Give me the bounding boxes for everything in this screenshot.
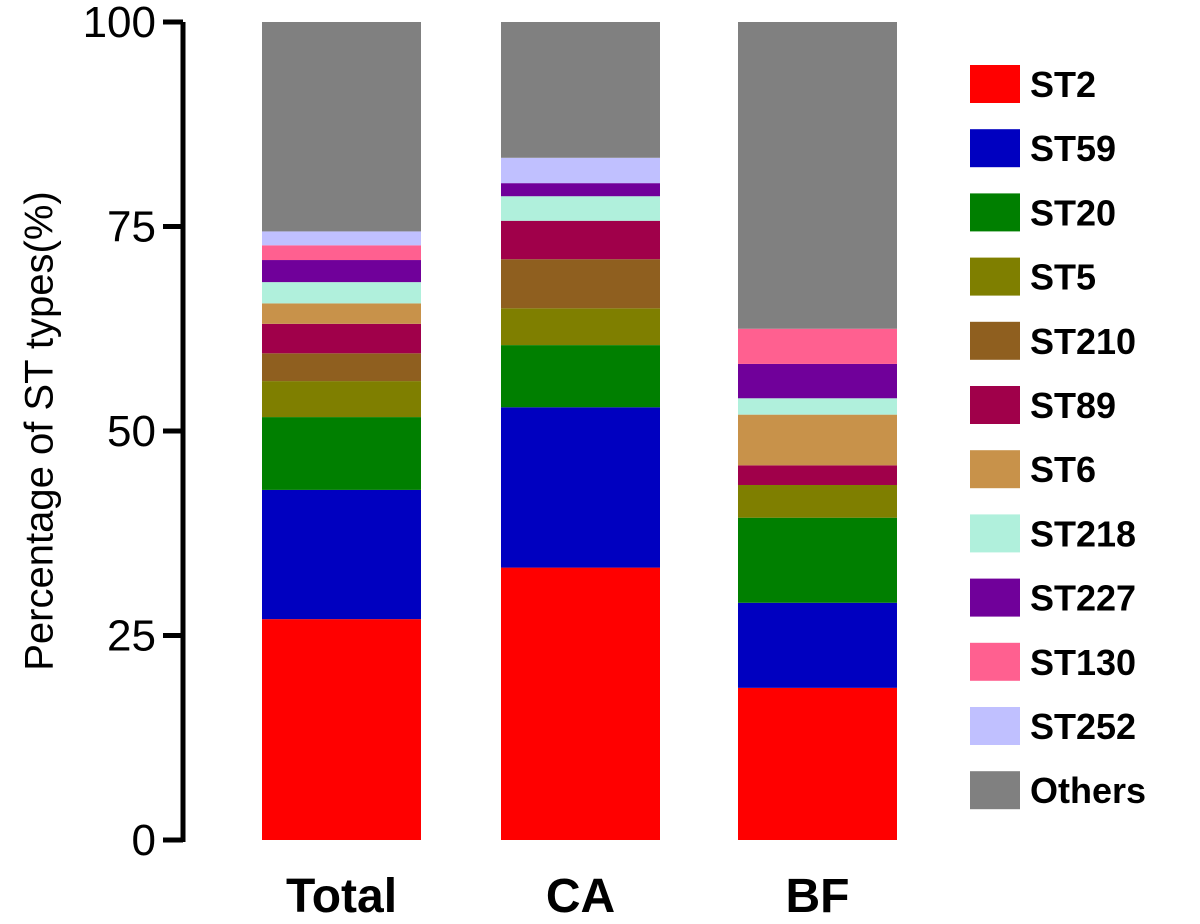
legend-swatch-st59 bbox=[970, 129, 1020, 168]
bar-segment-bf-st6 bbox=[738, 414, 897, 466]
bar-segment-bf-st227 bbox=[738, 363, 897, 399]
bar-segment-bf-st20 bbox=[738, 517, 897, 603]
legend-label-st227: ST227 bbox=[1030, 578, 1136, 619]
legend: ST2 ST59 ST20 ST5 ST210 ST89 ST6 ST218 ST227 ST13… bbox=[970, 64, 1146, 811]
legend-label-others: Others bbox=[1030, 770, 1146, 811]
bar-segment-total-st20 bbox=[262, 417, 421, 490]
legend-label-st20: ST20 bbox=[1030, 192, 1116, 233]
bar-segment-ca-st5 bbox=[501, 308, 660, 346]
bar-segment-ca-st20 bbox=[501, 345, 660, 408]
legend-label-st5: ST5 bbox=[1030, 257, 1096, 298]
bar-segment-total-st89 bbox=[262, 323, 421, 354]
bar-segment-bf-others bbox=[738, 22, 897, 329]
bar-segment-total-st252 bbox=[262, 231, 421, 246]
legend-swatch-others bbox=[970, 771, 1020, 810]
legend-label-st130: ST130 bbox=[1030, 642, 1136, 683]
bar-segment-total-st210 bbox=[262, 353, 421, 382]
legend-label-st6: ST6 bbox=[1030, 449, 1096, 490]
bar-segment-bf-st2 bbox=[738, 687, 897, 840]
legend-label-st210: ST210 bbox=[1030, 321, 1136, 362]
bar-segment-bf-st130 bbox=[738, 328, 897, 364]
legend-swatch-st5 bbox=[970, 257, 1020, 296]
y-tick-label: 0 bbox=[132, 816, 156, 865]
bar-segment-bf-st5 bbox=[738, 484, 897, 518]
bar-segment-total-st5 bbox=[262, 381, 421, 418]
bar-segment-total-st6 bbox=[262, 303, 421, 324]
bar-segment-bf-st89 bbox=[738, 465, 897, 485]
bar-segment-ca-st2 bbox=[501, 567, 660, 840]
bar-segment-total-st59 bbox=[262, 489, 421, 620]
x-tick-label: Total bbox=[286, 870, 397, 923]
y-tick-label: 100 bbox=[83, 0, 156, 47]
bar-segment-ca-st210 bbox=[501, 259, 660, 309]
bar-segment-total-st2 bbox=[262, 619, 421, 840]
legend-label-st252: ST252 bbox=[1030, 706, 1136, 747]
bar-segment-total-st130 bbox=[262, 245, 421, 261]
bar-segment-ca-st89 bbox=[501, 220, 660, 260]
y-axis: 0 25 50 75 100 bbox=[83, 0, 186, 865]
bar-segment-bf-st59 bbox=[738, 602, 897, 688]
legend-label-st2: ST2 bbox=[1030, 64, 1096, 105]
bars bbox=[262, 22, 897, 840]
legend-label-st89: ST89 bbox=[1030, 385, 1116, 426]
y-tick-label: 75 bbox=[107, 203, 156, 252]
bar-segment-total-st227 bbox=[262, 260, 421, 283]
bar-segment-ca-st59 bbox=[501, 407, 660, 568]
bar-segment-total-st218 bbox=[262, 282, 421, 304]
legend-swatch-st6 bbox=[970, 450, 1020, 489]
x-tick-label: BF bbox=[786, 870, 850, 923]
legend-swatch-st218 bbox=[970, 514, 1020, 553]
bar-segment-total-others bbox=[262, 22, 421, 232]
legend-swatch-st252 bbox=[970, 707, 1020, 745]
legend-swatch-st210 bbox=[970, 321, 1020, 360]
legend-swatch-st227 bbox=[970, 578, 1020, 617]
y-axis-label: Percentage of ST types(%) bbox=[18, 191, 62, 671]
legend-swatch-st130 bbox=[970, 642, 1020, 681]
bar-segment-ca-st227 bbox=[501, 183, 660, 197]
bar-segment-ca-st218 bbox=[501, 196, 660, 221]
legend-swatch-st20 bbox=[970, 193, 1020, 232]
legend-swatch-st2 bbox=[970, 65, 1020, 103]
x-axis-labels: Total CA BF bbox=[286, 870, 850, 923]
bar-segment-ca-st252 bbox=[501, 157, 660, 184]
y-tick-label: 50 bbox=[107, 407, 156, 456]
y-tick-label: 25 bbox=[107, 612, 156, 661]
bar-segment-ca-others bbox=[501, 22, 660, 158]
legend-label-st218: ST218 bbox=[1030, 513, 1136, 554]
x-tick-label: CA bbox=[546, 870, 615, 923]
legend-label-st59: ST59 bbox=[1030, 128, 1116, 169]
bar-segment-bf-st218 bbox=[738, 398, 897, 415]
legend-swatch-st89 bbox=[970, 386, 1020, 424]
